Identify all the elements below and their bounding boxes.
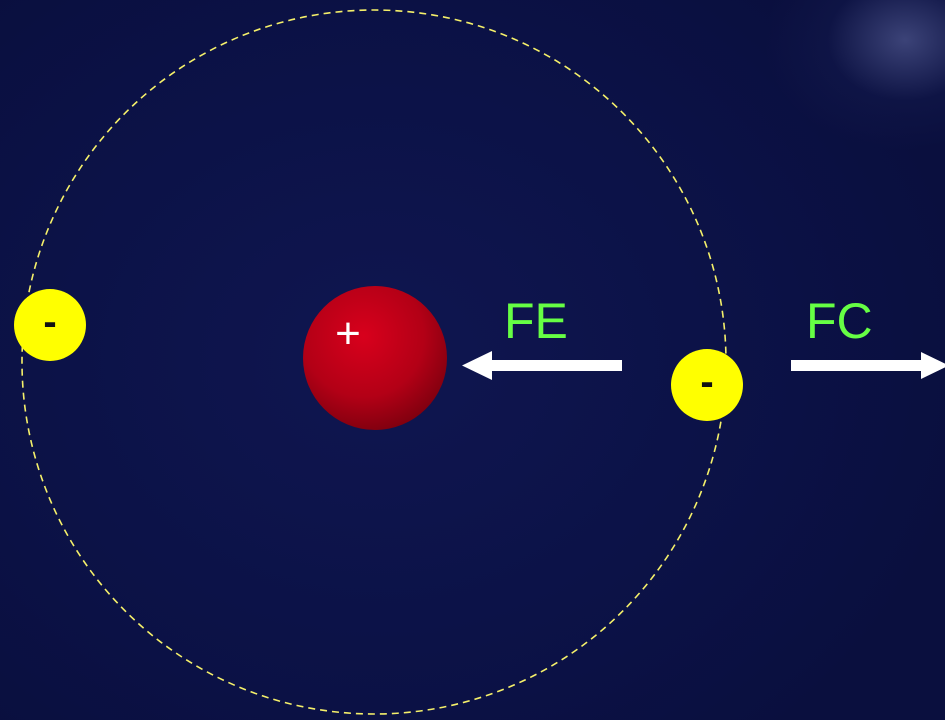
electron-left bbox=[14, 289, 86, 361]
electric-force-arrow bbox=[462, 351, 622, 380]
centrifugal-force-arrow bbox=[791, 352, 945, 379]
electron-right bbox=[671, 349, 743, 421]
nucleus-charge-sign: + bbox=[335, 309, 361, 358]
centrifugal-force-label: FC bbox=[806, 293, 873, 349]
nucleus bbox=[303, 286, 447, 430]
electron-left-charge-sign: - bbox=[43, 300, 57, 344]
electric-force-label: FE bbox=[504, 293, 568, 349]
electron-right-charge-sign: - bbox=[700, 360, 714, 404]
